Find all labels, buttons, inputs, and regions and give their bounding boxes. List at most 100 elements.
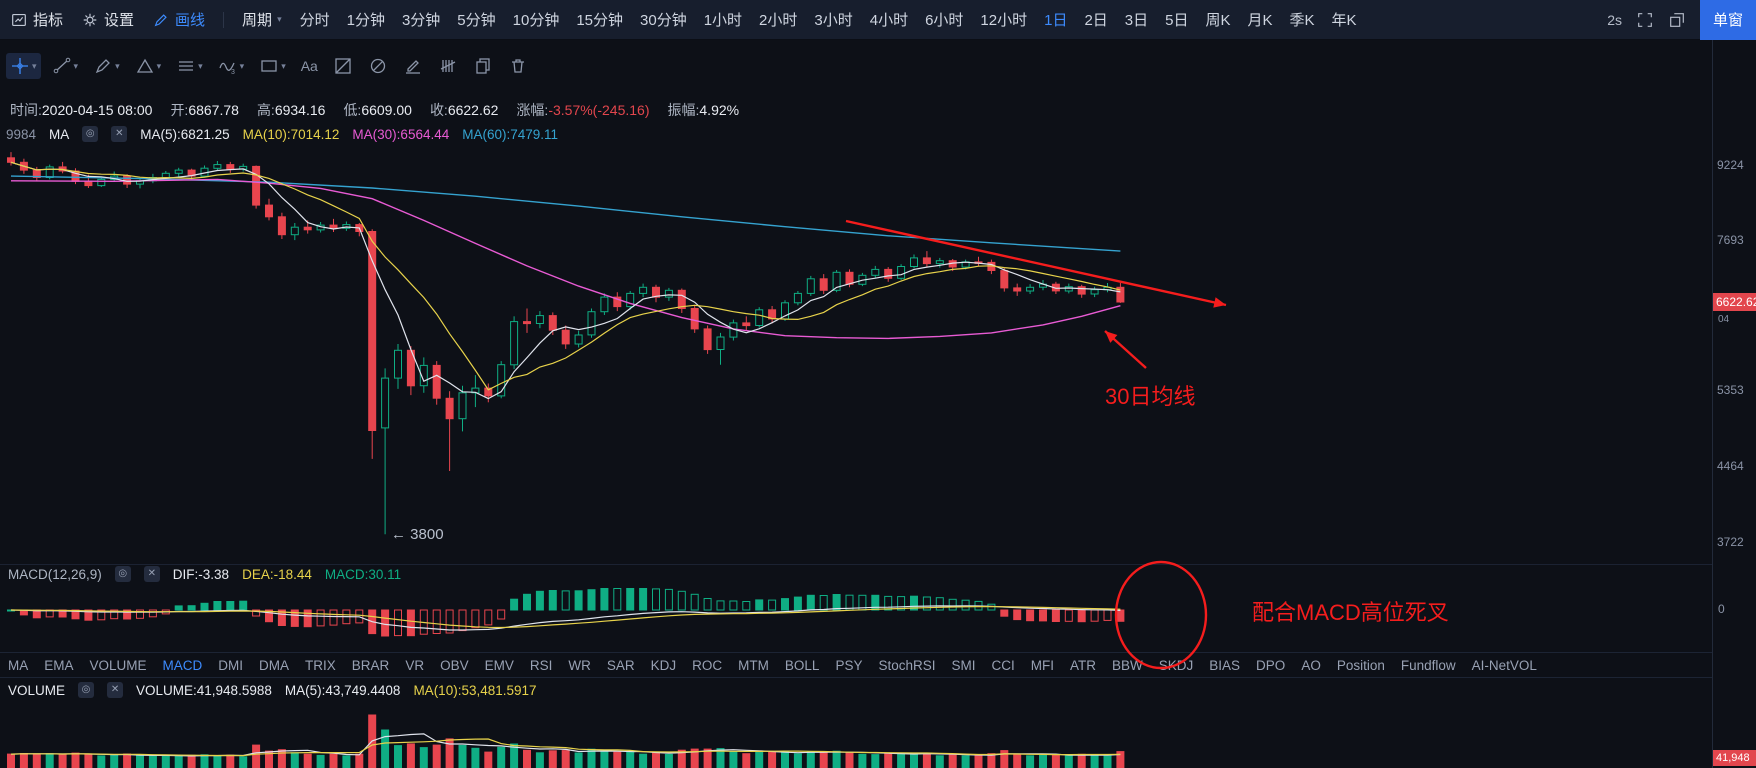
period-3小时[interactable]: 3小时 bbox=[814, 12, 853, 29]
refresh-interval[interactable]: 2s bbox=[1607, 11, 1622, 28]
eye-icon[interactable]: ◎ bbox=[114, 566, 131, 582]
copy-tool[interactable] bbox=[469, 53, 497, 79]
fullscreen-icon[interactable] bbox=[1636, 11, 1654, 29]
text-tool[interactable]: Aa bbox=[297, 55, 322, 77]
tab-ATR[interactable]: ATR bbox=[1070, 657, 1096, 673]
tab-AI-NetVOL[interactable]: AI-NetVOL bbox=[1471, 657, 1537, 673]
tab-TRIX[interactable]: TRIX bbox=[305, 657, 336, 673]
tab-DMA[interactable]: DMA bbox=[259, 657, 290, 673]
tab-MTM[interactable]: MTM bbox=[738, 657, 769, 673]
volume-chart[interactable] bbox=[0, 702, 1712, 768]
period-1分钟[interactable]: 1分钟 bbox=[346, 12, 385, 29]
tab-WR[interactable]: WR bbox=[568, 657, 591, 673]
rectangle-tool[interactable]: ▾ bbox=[255, 53, 290, 79]
settings-menu[interactable]: 设置 bbox=[81, 9, 134, 30]
tab-Position[interactable]: Position bbox=[1336, 657, 1385, 673]
ma10-readout: MA(10):7014.12 bbox=[242, 126, 340, 142]
draw-label: 画线 bbox=[175, 12, 206, 29]
chevron-down-icon[interactable]: ▾ bbox=[281, 60, 286, 71]
tab-SAR[interactable]: SAR bbox=[606, 657, 635, 673]
close-icon[interactable]: ✕ bbox=[111, 126, 128, 142]
tab-MFI[interactable]: MFI bbox=[1030, 657, 1054, 673]
tab-DMI[interactable]: DMI bbox=[218, 657, 244, 673]
gann-tool[interactable] bbox=[434, 53, 462, 79]
window-mode-button[interactable]: 单窗 bbox=[1700, 0, 1756, 40]
tab-ROC[interactable]: ROC bbox=[692, 657, 723, 673]
period-1小时[interactable]: 1小时 bbox=[703, 12, 743, 29]
tab-EMA[interactable]: EMA bbox=[44, 657, 74, 673]
period-5日[interactable]: 5日 bbox=[1165, 12, 1189, 29]
tab-SKDJ[interactable]: SKDJ bbox=[1158, 657, 1194, 673]
wave-tool[interactable]: 3 ▾ bbox=[214, 53, 249, 79]
tab-OBV[interactable]: OBV bbox=[440, 657, 469, 673]
period-6小时[interactable]: 6小时 bbox=[925, 12, 964, 29]
rectangle-icon bbox=[261, 60, 277, 72]
tab-MA[interactable]: MA bbox=[8, 657, 29, 673]
period-2小时[interactable]: 2小时 bbox=[759, 12, 798, 29]
trendline-tool[interactable]: ▾ bbox=[48, 53, 83, 79]
tab-CCI[interactable]: CCI bbox=[991, 657, 1015, 673]
close-icon[interactable]: ✕ bbox=[107, 682, 124, 698]
chevron-down-icon[interactable]: ▾ bbox=[239, 60, 245, 71]
period-5分钟[interactable]: 5分钟 bbox=[457, 12, 496, 29]
period-3分钟[interactable]: 3分钟 bbox=[401, 12, 441, 29]
tab-VR[interactable]: VR bbox=[405, 657, 425, 673]
period-12小时[interactable]: 12小时 bbox=[980, 12, 1028, 29]
chevron-down-icon[interactable]: ▾ bbox=[32, 60, 37, 71]
marker-tool[interactable] bbox=[399, 53, 427, 79]
tab-RSI[interactable]: RSI bbox=[529, 657, 553, 673]
period-季K[interactable]: 季K bbox=[1289, 12, 1315, 29]
crosshair-tool[interactable]: ▾ bbox=[6, 53, 41, 79]
eraser-tool[interactable] bbox=[364, 53, 392, 79]
period-1日[interactable]: 1日 bbox=[1044, 12, 1068, 29]
parallel-lines-tool[interactable]: ▾ bbox=[172, 53, 207, 79]
tab-VOLUME[interactable]: VOLUME bbox=[89, 657, 147, 673]
main-candlestick-chart[interactable]: ← 3800 bbox=[0, 90, 1712, 568]
tab-PSY[interactable]: PSY bbox=[835, 657, 863, 673]
eye-icon[interactable]: ◎ bbox=[82, 126, 99, 142]
tab-BIAS[interactable]: BIAS bbox=[1209, 657, 1241, 673]
shape-tool[interactable]: ▾ bbox=[131, 53, 166, 79]
indicator-menu[interactable]: 指标 bbox=[10, 9, 63, 30]
toolbar-divider bbox=[223, 11, 225, 28]
period-10分钟[interactable]: 10分钟 bbox=[512, 12, 560, 29]
period-2日[interactable]: 2日 bbox=[1084, 12, 1108, 29]
period-月K[interactable]: 月K bbox=[1247, 12, 1273, 29]
close-icon[interactable]: ✕ bbox=[143, 566, 160, 582]
tab-BBW[interactable]: BBW bbox=[1112, 657, 1143, 673]
fibonacci-tool[interactable] bbox=[329, 53, 357, 79]
tab-Fundflow[interactable]: Fundflow bbox=[1400, 657, 1456, 673]
period-3日[interactable]: 3日 bbox=[1124, 12, 1149, 29]
gear-icon bbox=[83, 13, 97, 26]
delete-tool[interactable] bbox=[504, 53, 532, 79]
tab-KDJ[interactable]: KDJ bbox=[650, 657, 677, 673]
brush-tool[interactable]: ▾ bbox=[89, 53, 124, 79]
period-4小时[interactable]: 4小时 bbox=[869, 12, 909, 29]
text-tool-icon: Aa bbox=[300, 58, 318, 74]
draw-menu[interactable]: 画线 bbox=[152, 9, 205, 30]
tab-BOLL[interactable]: BOLL bbox=[784, 657, 820, 673]
chevron-down-icon[interactable]: ▾ bbox=[73, 60, 79, 71]
tab-BRAR[interactable]: BRAR bbox=[351, 657, 390, 673]
tab-SMI[interactable]: SMI bbox=[951, 657, 976, 673]
chevron-down-icon[interactable]: ▾ bbox=[115, 60, 120, 71]
period-15分钟[interactable]: 15分钟 bbox=[576, 12, 624, 29]
period-周K[interactable]: 周K bbox=[1205, 12, 1231, 29]
tab-AO[interactable]: AO bbox=[1301, 657, 1321, 673]
topbar-right-group: 2s 单窗 bbox=[1607, 0, 1756, 40]
tab-EMV[interactable]: EMV bbox=[484, 657, 514, 673]
price-axis[interactable]: 9224 7693 5353 4464 3722 6622.62 04 0 41,948 bbox=[1712, 0, 1756, 768]
popout-window-icon[interactable] bbox=[1668, 11, 1686, 29]
eye-icon[interactable]: ◎ bbox=[78, 682, 95, 698]
period-list: 分时 1分钟 3分钟 5分钟 10分钟 15分钟 30分钟 1小时 2小时 3小时 4小时 6小时 12… bbox=[300, 9, 1357, 30]
macd-chart[interactable] bbox=[0, 588, 1712, 650]
period-30分钟[interactable]: 30分钟 bbox=[640, 12, 687, 29]
period-menu[interactable]: 周期 ▾ bbox=[242, 9, 282, 30]
period-年K[interactable]: 年K bbox=[1331, 12, 1357, 29]
tab-StochRSI[interactable]: StochRSI bbox=[878, 657, 936, 673]
tab-MACD[interactable]: MACD bbox=[162, 657, 203, 673]
chevron-down-icon[interactable]: ▾ bbox=[156, 60, 162, 71]
chevron-down-icon[interactable]: ▾ bbox=[198, 60, 203, 71]
period-分时[interactable]: 分时 bbox=[299, 12, 330, 29]
tab-DPO[interactable]: DPO bbox=[1256, 657, 1286, 673]
